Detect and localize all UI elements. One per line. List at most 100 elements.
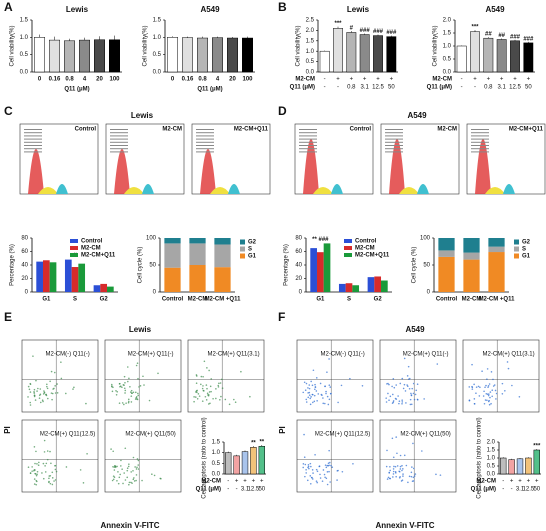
flow-dot <box>401 464 403 467</box>
flow-dot <box>403 383 406 386</box>
histogram-s <box>399 187 419 194</box>
flow-dot <box>326 371 328 373</box>
y-tick-label: 80 <box>21 236 28 242</box>
bar <box>79 39 90 73</box>
bar-segment <box>463 238 480 253</box>
legend-label: G2 <box>522 240 531 246</box>
flow-dot <box>329 386 332 388</box>
flow-dot <box>485 384 487 387</box>
flow-dot <box>310 396 312 398</box>
annotation: ### <box>360 28 371 34</box>
y-tick-label: 1.0 <box>20 35 29 41</box>
flow-dot <box>492 378 494 381</box>
flow-dot <box>137 392 139 395</box>
legend-swatch <box>240 246 245 252</box>
flow-dot <box>55 470 58 473</box>
flow-dot <box>48 480 50 483</box>
flow-dot <box>29 404 32 406</box>
row-name: Q11 (μM) <box>196 487 221 493</box>
flow-dot <box>410 403 413 406</box>
flow-dot <box>207 403 210 405</box>
chart-title: A549 <box>485 5 505 14</box>
bar <box>373 35 383 73</box>
row-name: Q11 (μM) <box>427 85 452 91</box>
flow-dot <box>489 396 491 399</box>
flow-dot <box>398 400 401 403</box>
stats-line <box>196 138 214 140</box>
x-tick-label: 12.5 <box>372 85 384 91</box>
flow-dot <box>324 385 326 388</box>
flow-dot <box>329 392 332 395</box>
flow-dot <box>403 454 406 457</box>
flow-dot <box>43 390 45 392</box>
bar-segment <box>463 252 480 260</box>
x-tick-label: - <box>461 85 463 91</box>
y-tick-label: 60 <box>295 249 302 255</box>
flow-dot <box>46 383 48 386</box>
flow-dot <box>34 469 36 471</box>
flow-dot <box>142 375 144 378</box>
y-axis-label: Cell viability(%) <box>296 25 302 66</box>
histogram-s <box>124 187 144 194</box>
flow-dot <box>202 385 204 387</box>
flow-dot <box>127 465 130 468</box>
x-tick-label: + <box>518 479 522 485</box>
flow-dot <box>309 397 312 400</box>
legend-label: M2-CM+Q11 <box>355 253 390 259</box>
flow-dot <box>475 392 477 395</box>
flow-dot <box>33 478 36 480</box>
flow-dot <box>133 477 135 479</box>
y-tick-label: 0.5 <box>20 52 29 58</box>
flow-dot <box>123 403 125 406</box>
bar <box>78 263 86 292</box>
flow-dot <box>135 391 137 394</box>
histogram-g2 <box>142 184 154 194</box>
flow-dot <box>315 468 318 471</box>
flow-dot <box>413 475 416 477</box>
flow-dot <box>307 464 310 466</box>
flow-dot <box>206 387 208 390</box>
flow-dot <box>148 399 151 402</box>
histogram-g1 <box>200 149 216 194</box>
bar <box>516 458 524 475</box>
flow-dot <box>209 402 211 405</box>
flow-dot <box>41 472 43 474</box>
y-tick-label: 2.5 <box>306 18 315 24</box>
flow-dot <box>308 384 311 386</box>
x-tick-label: + <box>535 479 539 485</box>
flow-dot <box>318 465 321 468</box>
flow-dot <box>132 469 134 472</box>
y-tick-label: 80 <box>295 236 302 242</box>
y-axis-label: Cell viability(%) <box>10 25 16 66</box>
flow-dot <box>302 463 305 465</box>
x-tick-label: + <box>260 479 264 485</box>
flow-dot <box>303 456 306 458</box>
bar <box>167 37 178 73</box>
flow-dot <box>29 391 32 393</box>
bar <box>381 280 388 292</box>
y-tick-label: 60 <box>21 249 28 255</box>
flow-dot <box>304 475 306 478</box>
flow-dot <box>404 390 407 392</box>
bar-segment <box>214 267 231 292</box>
flow-dot <box>439 474 442 476</box>
flow-dot <box>34 399 37 401</box>
flow-dot <box>328 461 331 464</box>
flow-dot <box>48 477 50 480</box>
bar-segment <box>164 243 181 268</box>
y-tick-label: 100 <box>420 236 431 242</box>
flow-dot <box>157 372 159 375</box>
flow-dot <box>51 392 54 395</box>
legend-swatch <box>514 239 519 245</box>
stats-line <box>385 141 403 143</box>
flow-dot <box>73 386 75 389</box>
histogram-title: A549 <box>407 111 427 120</box>
flow-dot <box>398 402 400 405</box>
flow-dot <box>406 384 408 386</box>
flow-dot <box>60 377 63 380</box>
flow-dot <box>395 436 398 438</box>
flow-dot <box>308 467 310 470</box>
x-tick-label: + <box>527 77 531 83</box>
flow-dot <box>79 469 82 471</box>
y-tick-label: 1.0 <box>306 49 315 55</box>
